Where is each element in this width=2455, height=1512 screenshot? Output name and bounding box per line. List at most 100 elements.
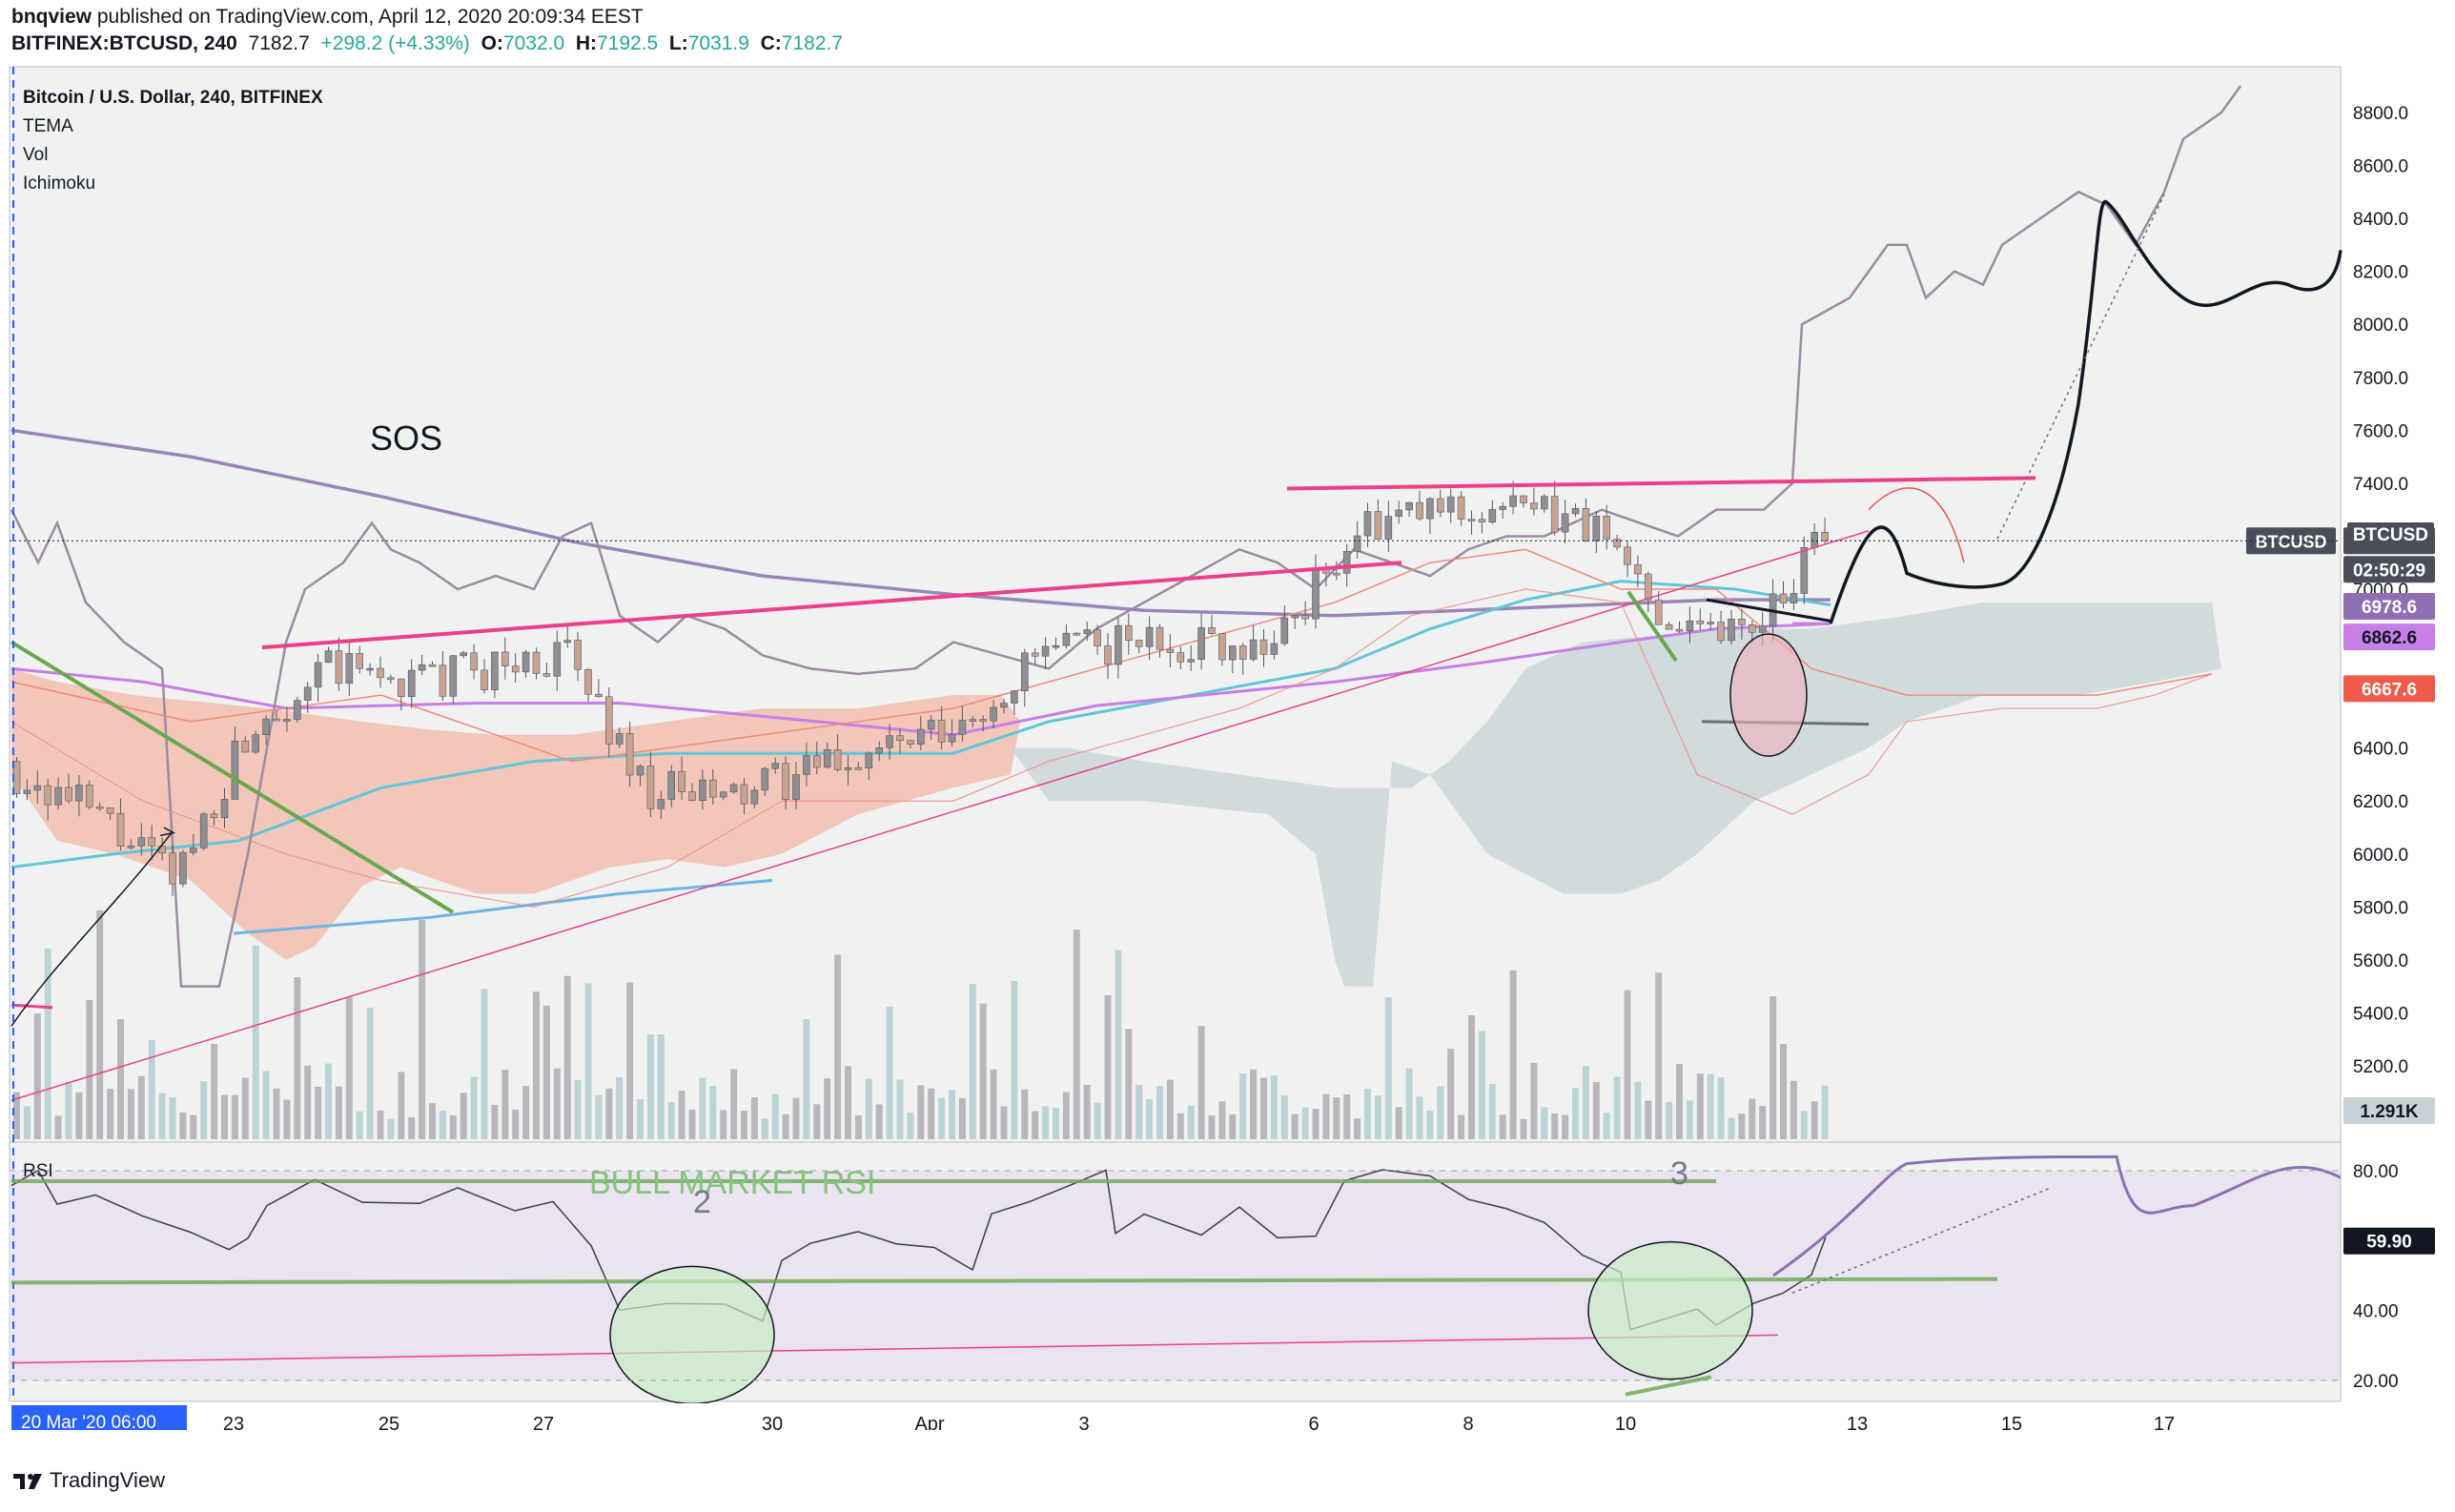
volume-bar xyxy=(1666,1102,1673,1139)
candle-body xyxy=(782,763,789,800)
btcusd-tag-bg xyxy=(2246,527,2336,555)
price-tick: 5200.0 xyxy=(2353,1057,2408,1077)
candle-body xyxy=(542,673,551,677)
volume-bar xyxy=(1011,981,1018,1139)
publish-info: bnqview published on TradingView.com, Ap… xyxy=(11,6,644,29)
volume-bar xyxy=(1322,1093,1330,1139)
arrow-curve xyxy=(10,832,173,1027)
volume-bar xyxy=(75,1092,83,1139)
candle-body xyxy=(625,733,634,776)
volume-bar xyxy=(949,1090,955,1139)
price-tick: 8200.0 xyxy=(2353,263,2408,283)
volume-bar xyxy=(1239,1073,1247,1139)
volume-bar xyxy=(688,1109,696,1139)
candle-body xyxy=(1613,539,1621,548)
volume-bar xyxy=(1780,1044,1787,1139)
volume-bar xyxy=(13,1092,20,1139)
candle-body xyxy=(979,719,987,722)
volume-bar xyxy=(23,1106,31,1139)
candle-body xyxy=(1717,622,1725,642)
volume-bar xyxy=(824,1078,831,1139)
pink-ellipse xyxy=(1729,633,1808,757)
footer-brand[interactable]: TradingView xyxy=(11,1468,165,1493)
volume-bar xyxy=(834,954,842,1139)
volume-bar xyxy=(958,1097,966,1139)
pink-resistance-line-2 xyxy=(1286,476,2036,491)
candle-body xyxy=(12,761,21,794)
volume-bar xyxy=(211,1044,218,1139)
price-tick: 6000.0 xyxy=(2353,846,2408,866)
time-axis: 23 25 27 30 Apr 3 6 8 10 13 15 17 20 Mar '20 06:00 xyxy=(10,1403,2341,1430)
volume-bar xyxy=(1176,1113,1184,1139)
candle-body xyxy=(407,669,416,697)
kijun-tag: 6862.6 xyxy=(2362,628,2417,648)
time-tick: 27 xyxy=(533,1414,554,1430)
candle-body xyxy=(283,719,291,722)
candle-body xyxy=(1665,623,1673,630)
candle-body xyxy=(470,652,478,671)
candle-body xyxy=(491,651,499,690)
volume-bar xyxy=(200,1081,208,1139)
candle-body xyxy=(335,650,343,684)
rsi-green-ellipse-1 xyxy=(609,1265,775,1405)
high-value: 7192.5 xyxy=(596,32,659,54)
candle-body xyxy=(23,789,31,794)
volume-bar xyxy=(1530,1063,1538,1139)
black-short-line xyxy=(1706,598,1831,623)
volume-bar xyxy=(1104,994,1112,1139)
volume-bar xyxy=(1374,1095,1381,1139)
time-tick: 15 xyxy=(2001,1414,2022,1430)
candle-body xyxy=(1530,502,1538,510)
time-start-tag xyxy=(11,1405,187,1430)
candle-body xyxy=(303,686,312,701)
candle-body xyxy=(657,799,665,809)
volume-bar xyxy=(584,983,592,1139)
volume-bar xyxy=(605,1088,613,1139)
volume-bar xyxy=(845,1066,851,1139)
price-tick: 7400.0 xyxy=(2353,475,2408,495)
volume-bar xyxy=(1696,1073,1704,1139)
volume-bar xyxy=(990,1069,997,1139)
candle-body xyxy=(86,785,93,807)
volume-bar xyxy=(1000,1106,1008,1139)
candle-body xyxy=(1031,652,1039,657)
time-axis-bg xyxy=(10,1403,2341,1430)
price-tick: 6200.0 xyxy=(2353,792,2408,812)
open-value: 7032.0 xyxy=(502,32,565,54)
volume-bar xyxy=(127,1089,134,1139)
rsi-pink-trendline xyxy=(10,1334,1779,1364)
candle-body xyxy=(314,662,322,688)
span-tag-bg xyxy=(2343,675,2435,703)
candle-body xyxy=(1291,615,1299,619)
rsi-last-tag-bg xyxy=(2343,1227,2435,1255)
candle-body xyxy=(595,693,603,698)
candle-body xyxy=(220,799,229,819)
volume-bar xyxy=(1395,1107,1402,1139)
candle-body xyxy=(273,718,280,722)
time-tick: 8 xyxy=(1463,1414,1473,1430)
candle-body xyxy=(865,752,873,768)
candle-body xyxy=(1312,567,1320,620)
wave-2-label: 2 xyxy=(693,1184,711,1220)
volume-bar xyxy=(1634,1081,1642,1139)
volume-bar xyxy=(1146,1098,1154,1139)
price-chart[interactable]: 8800.0 8600.0 8400.0 8200.0 8000.0 7800.0 7600… xyxy=(0,0,2455,1430)
volume-bar xyxy=(169,1096,176,1139)
tenkan-line xyxy=(10,588,2213,908)
volume-bar xyxy=(1115,950,1122,1139)
volume-bar xyxy=(366,1007,374,1139)
candle-body xyxy=(604,696,613,745)
candle-body xyxy=(1270,643,1279,655)
candle-body xyxy=(1405,501,1413,511)
footer-brand-text: TradingView xyxy=(50,1468,166,1492)
volume-bar xyxy=(1156,1086,1163,1139)
candle-body xyxy=(387,677,395,681)
candle-body xyxy=(1145,626,1154,647)
volume-bar xyxy=(1551,1113,1559,1139)
volume-bar xyxy=(398,1072,405,1139)
volume-bar xyxy=(1197,1026,1205,1139)
candle-body xyxy=(812,755,821,768)
volume-bar xyxy=(1166,1079,1174,1139)
candle-body xyxy=(262,718,270,735)
lagging-span-line xyxy=(10,85,2242,988)
